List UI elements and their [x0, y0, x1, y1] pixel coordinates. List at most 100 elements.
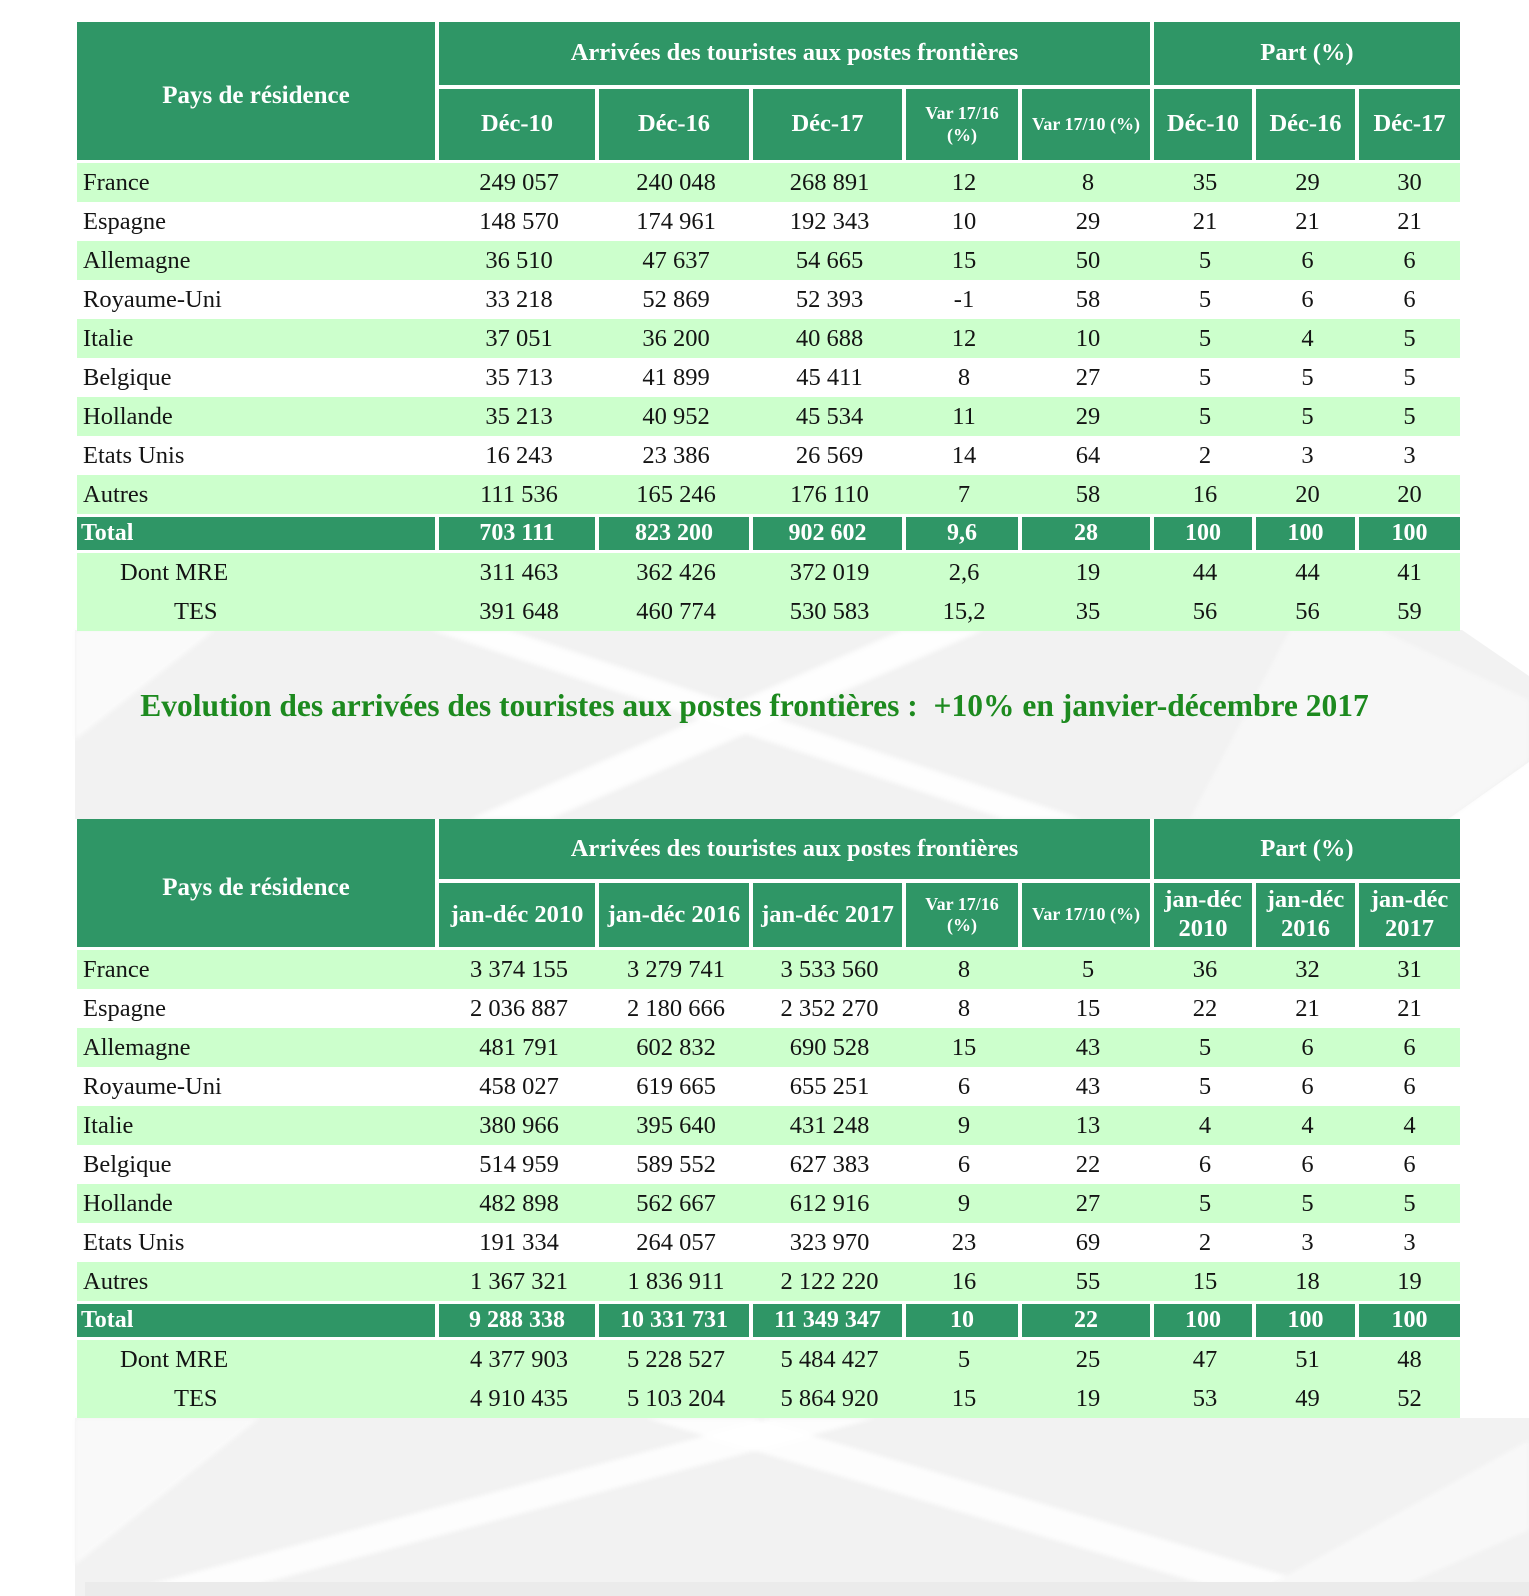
column-header: jan-déc 2017	[1359, 883, 1460, 950]
row-value: 191 334	[439, 1223, 599, 1262]
row-label: Italie	[77, 319, 439, 358]
row-value: 21	[1154, 202, 1256, 241]
row-value: 4	[1359, 1106, 1460, 1145]
row-value: 5	[1359, 397, 1460, 436]
row-value: 19	[1359, 1262, 1460, 1301]
row-value: 655 251	[753, 1067, 906, 1106]
row-value: 18	[1256, 1262, 1359, 1301]
row-value: 26 569	[753, 436, 906, 475]
row-value: 36 510	[439, 241, 599, 280]
row-value: 35	[1154, 163, 1256, 202]
group-header-arrivals: Arrivées des touristes aux postes fronti…	[439, 819, 1154, 883]
total-row-label: Total	[77, 514, 439, 553]
row-value: 15,2	[906, 592, 1022, 631]
row-value: 32	[1256, 950, 1359, 989]
row-value: 15	[906, 1028, 1022, 1067]
row-value: 9	[906, 1184, 1022, 1223]
row-value: 1 367 321	[439, 1262, 599, 1301]
row-value: 530 583	[753, 592, 906, 631]
row-value: 264 057	[599, 1223, 753, 1262]
column-header: Déc-10	[1154, 89, 1256, 163]
row-label: Italie	[77, 1106, 439, 1145]
total-row-value: 100	[1154, 514, 1256, 553]
row-value: 15	[906, 1379, 1022, 1418]
row-value: 2 352 270	[753, 989, 906, 1028]
row-value: 29	[1256, 163, 1359, 202]
row-value: 15	[906, 241, 1022, 280]
total-row-value: 100	[1359, 514, 1460, 553]
row-value: 174 961	[599, 202, 753, 241]
column-header: Var 17/10 (%)	[1022, 89, 1154, 163]
row-value: 481 791	[439, 1028, 599, 1067]
row-value: 5	[1256, 358, 1359, 397]
row-value: 21	[1256, 202, 1359, 241]
row-value: 64	[1022, 436, 1154, 475]
total-row-value: 9,6	[906, 514, 1022, 553]
row-value: 2,6	[906, 553, 1022, 592]
row-value: 1 836 911	[599, 1262, 753, 1301]
row-label: Hollande	[77, 1184, 439, 1223]
row-value: 311 463	[439, 553, 599, 592]
row-value: 47	[1154, 1340, 1256, 1379]
row-label: France	[77, 163, 439, 202]
row-value: 5	[1359, 1184, 1460, 1223]
row-label: Espagne	[77, 989, 439, 1028]
row-value: 40 952	[599, 397, 753, 436]
row-label: Etats Unis	[77, 1223, 439, 1262]
row-value: 690 528	[753, 1028, 906, 1067]
row-label: Royaume-Uni	[77, 1067, 439, 1106]
row-value: 6	[1256, 280, 1359, 319]
row-value: 13	[1022, 1106, 1154, 1145]
column-header: Var 17/10 (%)	[1022, 883, 1154, 950]
row-value: 3	[1359, 436, 1460, 475]
row-value: 48	[1359, 1340, 1460, 1379]
row-value: 5	[906, 1340, 1022, 1379]
table-arrivals-december: Pays de résidence Arrivées des touristes …	[77, 22, 1460, 631]
row-value: 5	[1256, 397, 1359, 436]
row-value: 27	[1022, 358, 1154, 397]
row-value: 2 122 220	[753, 1262, 906, 1301]
page-title: Evolution des arrivées des touristes aux…	[140, 688, 1369, 723]
row-value: 45 411	[753, 358, 906, 397]
row-value: 6	[1154, 1145, 1256, 1184]
row-value: 380 966	[439, 1106, 599, 1145]
row-value: 12	[906, 163, 1022, 202]
row-label: Dont MRE	[77, 1340, 439, 1379]
row-value: 612 916	[753, 1184, 906, 1223]
row-value: 49	[1256, 1379, 1359, 1418]
row-value: 3 279 741	[599, 950, 753, 989]
row-value: 6	[1359, 1028, 1460, 1067]
row-label: France	[77, 950, 439, 989]
row-value: 29	[1022, 202, 1154, 241]
row-value: 25	[1022, 1340, 1154, 1379]
row-value: 69	[1022, 1223, 1154, 1262]
row-value: 514 959	[439, 1145, 599, 1184]
row-value: 35	[1022, 592, 1154, 631]
row-value: 22	[1154, 989, 1256, 1028]
total-row-value: 100	[1256, 514, 1359, 553]
row-label: Belgique	[77, 1145, 439, 1184]
row-label: Allemagne	[77, 1028, 439, 1067]
row-value: 391 648	[439, 592, 599, 631]
total-row-value: 100	[1256, 1301, 1359, 1340]
column-header: jan-déc 2017	[753, 883, 906, 950]
row-value: 5 103 204	[599, 1379, 753, 1418]
row-value: 15	[1022, 989, 1154, 1028]
row-value: 55	[1022, 1262, 1154, 1301]
row-value: 5	[1154, 397, 1256, 436]
row-value: 6	[906, 1145, 1022, 1184]
row-value: 14	[906, 436, 1022, 475]
row-value: 36 200	[599, 319, 753, 358]
row-value: 362 426	[599, 553, 753, 592]
row-value: 192 343	[753, 202, 906, 241]
total-row-value: 100	[1359, 1301, 1460, 1340]
row-value: 148 570	[439, 202, 599, 241]
column-header: Déc-10	[439, 89, 599, 163]
row-value: 3	[1256, 436, 1359, 475]
row-value: 21	[1256, 989, 1359, 1028]
group-header-arrivals: Arrivées des touristes aux postes fronti…	[439, 22, 1154, 89]
row-value: 16 243	[439, 436, 599, 475]
row-value: 372 019	[753, 553, 906, 592]
